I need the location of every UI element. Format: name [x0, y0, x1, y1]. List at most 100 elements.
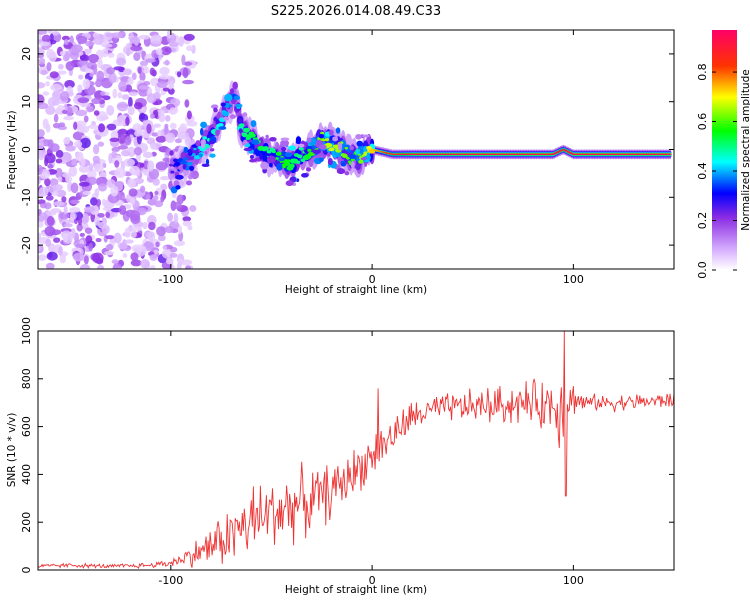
ridge-island — [260, 161, 269, 170]
noise-blob — [134, 130, 143, 137]
ridge-island — [344, 171, 350, 176]
ridge-cell — [254, 137, 258, 140]
ridge-island — [238, 119, 243, 123]
noise-blob — [77, 84, 83, 94]
noise-blob — [160, 195, 165, 203]
noise-blob — [57, 176, 63, 182]
noise-blob — [139, 71, 146, 82]
noise-blob — [38, 176, 41, 185]
ridge-cell — [193, 147, 197, 151]
noise-blob — [176, 71, 182, 78]
noise-blob — [155, 241, 160, 248]
noise-blob — [46, 61, 52, 72]
noise-blob — [105, 211, 111, 219]
noise-blob — [165, 115, 171, 122]
noise-blob — [148, 237, 153, 243]
noise-blob — [69, 211, 75, 222]
noise-blob — [169, 122, 177, 130]
snr-y-ticks: 0 200 400 600 800 1000 — [20, 317, 674, 574]
noise-blob — [74, 140, 83, 148]
noise-blob — [88, 242, 93, 252]
noise-blob — [59, 212, 70, 220]
colorbar-tick-label: 0.6 — [696, 113, 709, 130]
noise-blob — [142, 221, 148, 230]
ridge-cell — [232, 81, 239, 90]
ridge-cell — [250, 133, 256, 138]
noise-blob — [133, 146, 142, 156]
noise-blob — [38, 199, 46, 205]
noise-blob — [145, 231, 155, 238]
ridge-island — [215, 129, 220, 136]
noise-blob — [62, 54, 69, 62]
noise-blob — [157, 130, 162, 137]
noise-blob — [106, 105, 115, 116]
ridge-island — [350, 160, 355, 169]
noise-blob — [176, 262, 182, 269]
noise-blob — [118, 205, 127, 216]
noise-blob — [184, 99, 190, 108]
colorbar-label: Normalized spectral amplitude — [740, 69, 750, 230]
noise-blob — [155, 135, 167, 143]
noise-blob — [77, 97, 90, 104]
noise-blob — [144, 58, 156, 63]
noise-blob — [105, 32, 116, 38]
noise-blob — [39, 203, 48, 209]
noise-blob — [104, 251, 115, 256]
ridge-cell — [285, 159, 291, 163]
y-tick-label: 10 — [20, 95, 33, 109]
ridge-island — [304, 149, 308, 153]
noise-blob — [93, 163, 104, 173]
ridge-island — [318, 144, 327, 150]
noise-blob — [38, 102, 49, 110]
ridge-island — [175, 185, 181, 190]
y-tick-label: 20 — [20, 47, 33, 61]
noise-blob — [79, 125, 90, 134]
ridge-island — [204, 150, 208, 155]
snr-x-label: Height of straight line (km) — [285, 584, 427, 596]
noise-blob — [55, 189, 67, 198]
noise-blob — [168, 83, 173, 90]
ridge-island — [220, 102, 226, 107]
spectrogram-y-label: Frequency (Hz) — [6, 110, 18, 189]
ridge-island — [250, 120, 257, 128]
noise-blob — [187, 225, 193, 231]
x-tick-label: 100 — [563, 273, 584, 286]
noise-blob — [138, 85, 150, 90]
ridge-cell — [191, 152, 196, 156]
noise-blob — [186, 45, 194, 52]
spectrogram-plot — [38, 30, 674, 269]
noise-blob — [139, 162, 145, 168]
noise-blob — [182, 67, 189, 79]
noise-blob — [156, 226, 167, 237]
noise-blob — [44, 211, 57, 216]
noise-blob — [114, 180, 125, 187]
ridge-island — [200, 143, 206, 149]
ridge-island — [242, 112, 248, 117]
noise-blob — [123, 239, 134, 244]
noise-blob — [45, 105, 56, 115]
noise-blob — [55, 158, 63, 164]
noise-blob — [65, 61, 75, 71]
ridge-island — [356, 140, 363, 147]
noise-blob — [169, 107, 176, 114]
ridge-island — [208, 140, 216, 145]
ridge-cell — [170, 170, 175, 174]
ridge-island — [337, 142, 343, 151]
noise-blob — [100, 91, 106, 96]
noise-blob — [92, 144, 100, 155]
noise-blob — [183, 33, 195, 41]
noise-blob — [129, 197, 136, 206]
ridge-island — [209, 153, 216, 158]
noise-blob — [173, 240, 186, 247]
noise-blob — [52, 184, 63, 191]
noise-blob — [108, 72, 117, 84]
noise-blob — [97, 212, 105, 218]
noise-blob — [139, 107, 146, 112]
noise-blob — [183, 61, 193, 66]
ridge-island — [295, 136, 302, 144]
noise-blob — [93, 35, 104, 45]
noise-blob — [117, 242, 128, 250]
noise-blob — [124, 227, 131, 238]
noise-blob — [129, 37, 141, 45]
noise-blob — [182, 79, 195, 85]
